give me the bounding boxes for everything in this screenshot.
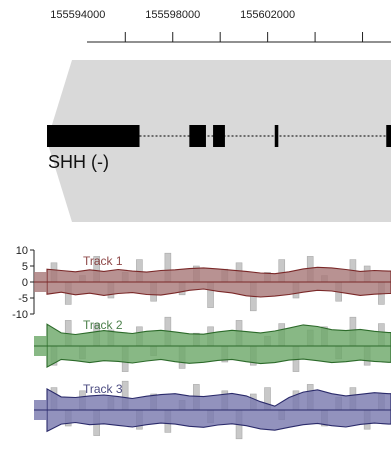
gene-label: SHH (-) <box>48 152 109 172</box>
gene-exon <box>213 125 225 147</box>
y-axis-tick-label: -10 <box>12 309 28 321</box>
track-label: Track 3 <box>83 382 123 396</box>
track-1: Track 1 <box>34 252 391 312</box>
track-3: Track 3 <box>34 380 391 440</box>
gene-exon <box>274 125 279 147</box>
y-axis-tick-label: 10 <box>16 245 28 257</box>
genome-axis-tick-label: 155594000 <box>50 9 105 21</box>
genome-axis-tick-label: 155602000 <box>240 9 295 21</box>
y-axis-tick-label: 5 <box>22 261 28 273</box>
y-axis-tick-label: -5 <box>18 293 28 305</box>
gene-exon <box>386 125 391 147</box>
gene-region: SHH (-) <box>47 60 391 222</box>
gene-exon <box>47 125 140 147</box>
genome-axis: 155594000 155598000 155602000 <box>50 9 391 43</box>
track-2: Track 2 <box>34 316 391 372</box>
track-label: Track 2 <box>83 318 123 332</box>
y-axis-tick-label: 0 <box>22 277 28 289</box>
data-tracks: Track 1 Track 2 Track 3 <box>34 252 391 440</box>
gene-exon <box>189 125 206 147</box>
track-label: Track 1 <box>83 254 123 268</box>
y-axis: 10 5 0 -5 -10 <box>12 245 35 321</box>
genome-axis-tick-label: 155598000 <box>145 9 200 21</box>
